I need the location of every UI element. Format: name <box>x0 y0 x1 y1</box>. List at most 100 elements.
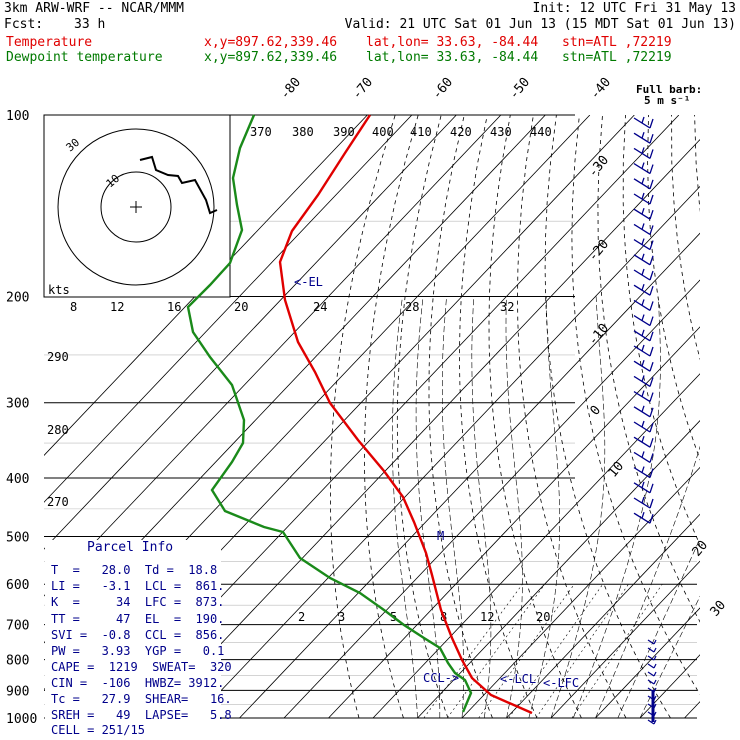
moist-adiabat <box>528 296 560 718</box>
theta-label: 420 <box>450 125 472 139</box>
isotherm-label: -20 <box>586 237 613 265</box>
theta-label: 270 <box>47 495 69 509</box>
parcel-row: LI = -3.1 LCL = 861. <box>51 579 225 593</box>
moist-adiabat <box>639 595 700 718</box>
mixing-ratio-line <box>478 584 575 718</box>
moist-adiabat <box>392 296 418 718</box>
mixing-ratio-label: 20 <box>536 610 550 624</box>
dry-adiabat <box>622 115 700 546</box>
fcst-label: Fcst: <box>4 17 44 32</box>
parcel-row: SREH = 49 LAPSE= 5.8 <box>51 708 232 722</box>
legend-dewpoint-xy: x,y=897.62,339.46 <box>204 50 338 65</box>
isotherm <box>283 279 700 718</box>
speed-tick-label: 12 <box>110 300 124 314</box>
dry-adiabat <box>428 115 493 718</box>
isotherm <box>639 654 700 718</box>
isotherm-label: -60 <box>430 75 457 103</box>
lcl-annotation: <-LCL <box>500 672 536 686</box>
pressure-label: 400 <box>6 472 29 487</box>
speed-tick-label: 28 <box>405 300 419 314</box>
legend-dewpoint-stn: stn=ATL ,72219 <box>562 50 672 65</box>
parcel-row: TT = 47 EL = 190. <box>51 612 225 626</box>
moist-adiabat <box>573 296 661 718</box>
pressure-label: 600 <box>6 578 29 593</box>
moist-adiabat <box>415 296 441 718</box>
mixing-ratio-label: 12 <box>480 610 494 624</box>
theta-label: 390 <box>333 125 355 139</box>
isotherm <box>417 420 700 718</box>
isotherm <box>595 607 700 718</box>
barb-legend-value: 5 m s⁻¹ <box>644 94 690 107</box>
legend-temperature-stn: stn=ATL ,72219 <box>562 35 672 50</box>
dry-adiabat <box>694 115 700 213</box>
lfc-annotation: <-LFC <box>543 676 579 690</box>
isotherm <box>461 466 700 718</box>
pressure-label: 200 <box>6 291 29 306</box>
init-time: Init: 12 UTC Fri 31 May 13 <box>532 1 737 16</box>
moist-adiabat <box>471 296 492 718</box>
isotherm-label: 0 <box>588 403 605 419</box>
parcel-row: PW = 3.93 YGP = 0.1 <box>51 644 225 658</box>
hodograph-trace <box>139 155 218 215</box>
isotherm <box>684 701 700 718</box>
speed-tick-label: 32 <box>500 300 514 314</box>
pressure-label: 300 <box>6 397 29 412</box>
mixing-ratio-line <box>508 584 604 718</box>
moist-adiabat <box>617 537 700 718</box>
dry-adiabat <box>571 115 700 696</box>
isotherm <box>328 326 700 718</box>
moist-adiabat <box>505 296 523 718</box>
parcel-row: T = 28.0 Td = 18.8 <box>51 563 218 577</box>
legend-dewpoint: Dewpoint temperature <box>6 50 163 65</box>
mixing-ratio-line <box>423 584 523 718</box>
barb-legend-title: Full barb: <box>636 83 702 96</box>
theta-label: 400 <box>372 125 394 139</box>
theta-label: 430 <box>490 125 512 139</box>
isotherm <box>506 513 700 718</box>
parcel-row: Tc = 27.9 SHEAR= 16. <box>51 692 232 706</box>
isotherm-label: -10 <box>586 321 613 349</box>
isotherm-label: -80 <box>278 75 305 103</box>
isotherm <box>150 138 700 718</box>
isotherm <box>44 115 502 597</box>
isotherm <box>729 115 740 718</box>
fcst-value: 33 h <box>74 17 106 32</box>
isotherm <box>239 232 700 718</box>
isotherm <box>194 185 700 718</box>
hodograph-units-label: kts <box>48 283 70 297</box>
theta-label: 290 <box>47 350 69 364</box>
isotherm-label: 10 <box>606 459 628 481</box>
hodograph-ring <box>100 171 172 243</box>
wind-barbs <box>633 116 657 725</box>
speed-tick-label: 16 <box>167 300 181 314</box>
dry-adiabat <box>718 115 740 718</box>
parcel-row: CAPE = 1219 SWEAT= 320 <box>51 660 232 674</box>
dry-adiabat <box>330 115 396 718</box>
pressure-label: 1000 <box>6 712 37 727</box>
dry-adiabat <box>647 115 700 461</box>
pressure-label: 100 <box>6 109 29 124</box>
isotherm <box>550 560 700 718</box>
isotherm <box>372 373 700 718</box>
dry-adiabat <box>364 115 419 718</box>
dry-adiabat <box>544 115 671 718</box>
isotherm-label: -40 <box>588 75 615 103</box>
pressure-label: 500 <box>6 530 29 545</box>
legend-temperature-latlon: lat,lon= 33.63, -84.44 <box>366 35 539 50</box>
theta-label: 380 <box>292 125 314 139</box>
temperature-profile <box>278 114 533 715</box>
hodograph <box>43 114 231 298</box>
pressure-label: 800 <box>6 654 29 669</box>
dry-adiabat <box>488 115 582 718</box>
parcel-row: K = 34 LFC = 873. <box>51 595 225 609</box>
dry-adiabat <box>396 115 449 718</box>
isotherm <box>44 115 413 503</box>
speed-tick-label: 20 <box>234 300 248 314</box>
legend-temperature: Temperature <box>6 35 93 50</box>
parcel-row: SVI = -0.8 CCL = 856. <box>51 628 225 642</box>
legend-dewpoint-latlon: lat,lon= 33.63, -84.44 <box>366 50 539 65</box>
moist-adiabat <box>550 296 606 718</box>
isotherm-label: 20 <box>690 538 712 560</box>
theta-label: 370 <box>250 125 272 139</box>
